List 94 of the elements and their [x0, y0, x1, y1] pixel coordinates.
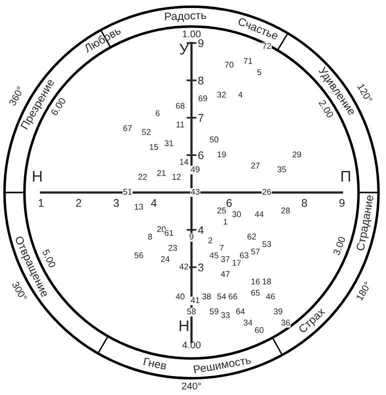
annotation: 32 — [217, 92, 226, 98]
annotation: 52 — [142, 129, 151, 135]
annotation: 43 — [190, 188, 200, 195]
annotation: 45 — [210, 252, 218, 258]
annotation: 70 — [224, 62, 234, 68]
annotation: 69 — [198, 95, 208, 102]
annotation: 68 — [176, 102, 184, 109]
text: Страдание — [356, 194, 376, 252]
annotation: 6 — [156, 110, 160, 116]
x-tick-label: 2 — [76, 199, 82, 207]
annotation: 39 — [274, 308, 282, 314]
annotation: 63 — [240, 252, 248, 258]
annotation: 56 — [134, 252, 144, 258]
text: Гнев — [143, 358, 167, 370]
annotation: 57 — [251, 248, 260, 255]
annotation: 15 — [150, 144, 158, 150]
annotation: 35 — [277, 166, 286, 172]
annotation: 17 — [232, 260, 241, 266]
annotation: 50 — [210, 136, 218, 142]
x-tick-label: 4 — [151, 199, 157, 207]
y-tick-label: 4 — [198, 226, 204, 234]
y-tick-label: 8 — [198, 76, 204, 85]
annotation: 27 — [251, 162, 260, 168]
y-tick-label: 9 — [198, 39, 204, 48]
annotation: 29 — [292, 151, 302, 158]
annotation: 47 — [220, 271, 230, 277]
text: 1.00 — [182, 30, 201, 38]
annotation: 7 — [220, 244, 224, 251]
annotation: 37 — [221, 256, 230, 262]
x-tick-label: 8 — [302, 199, 307, 207]
annotation: 34 — [244, 320, 252, 326]
text: 240° — [182, 382, 201, 390]
annotation: П — [342, 170, 350, 182]
annotation: 24 — [160, 256, 170, 262]
y-tick-label: 3 — [198, 264, 204, 272]
annotation: 18 — [262, 278, 272, 284]
annotation: 4.00 — [182, 341, 201, 348]
annotation: 54 — [217, 294, 226, 300]
annotation: 33 — [221, 312, 230, 318]
annotation: 64 — [236, 308, 245, 314]
annotation: Н — [32, 170, 42, 182]
annotation: 19 — [218, 151, 226, 158]
annotation: 5 — [257, 69, 262, 76]
annotation: 31 — [164, 140, 174, 146]
annotation: 46 — [266, 293, 275, 300]
annotation: 53 — [262, 241, 272, 248]
annotation: 62 — [247, 234, 256, 240]
x-tick-label: 6 — [226, 199, 232, 207]
annotation: 60 — [255, 327, 264, 334]
annotation: 71 — [244, 58, 252, 64]
annotation: 1 — [224, 218, 228, 225]
annotation: 42 — [180, 264, 188, 270]
annotation: 28 — [281, 208, 290, 214]
text: Решимость — [194, 356, 252, 374]
annotation: 72 — [262, 43, 271, 49]
annotation: 65 — [251, 290, 260, 296]
annotation: 38 — [202, 293, 211, 300]
text: Радость — [164, 11, 206, 23]
annotation: 14 — [180, 159, 188, 165]
annotation: У — [180, 44, 189, 55]
annotation: 11 — [176, 122, 184, 128]
annotation: Н — [180, 320, 188, 331]
annotation: 13 — [134, 204, 144, 210]
annotation: 41 — [190, 297, 200, 304]
annotation: 61 — [164, 230, 174, 236]
annotation: 4 — [238, 92, 242, 98]
annotation: 58 — [187, 308, 196, 314]
annotation: 26 — [262, 188, 272, 195]
annotation: 51 — [123, 188, 132, 195]
annotation: 44 — [254, 211, 264, 218]
annotation: 36 — [281, 320, 290, 326]
annotation: 22 — [138, 174, 147, 180]
y-tick-label: 7 — [198, 114, 204, 122]
annotation: 3.00 — [332, 236, 346, 256]
x-tick-label: 3 — [114, 199, 119, 207]
annotation: 49 — [190, 166, 200, 172]
annotation: 23 — [168, 244, 177, 251]
annotation: 9 — [190, 234, 194, 240]
annotation: 59 — [210, 308, 218, 314]
y-tick-label: 6 — [198, 151, 204, 160]
annotation: 66 — [228, 293, 238, 300]
annotation: 40 — [176, 293, 185, 300]
x-tick-label: 9 — [339, 199, 345, 207]
text: 360° — [8, 86, 24, 106]
annotation: 2 — [208, 237, 212, 244]
annotation: 8 — [148, 234, 152, 240]
annotation: 30 — [232, 211, 241, 218]
annotation: 25 — [217, 208, 226, 214]
annotation: 21 — [157, 170, 166, 176]
annotation: 67 — [123, 125, 132, 132]
annotation: 16 — [251, 278, 260, 284]
x-tick-label: 1 — [38, 199, 44, 207]
text: 120° — [357, 83, 373, 103]
annotation: 12 — [172, 174, 181, 180]
